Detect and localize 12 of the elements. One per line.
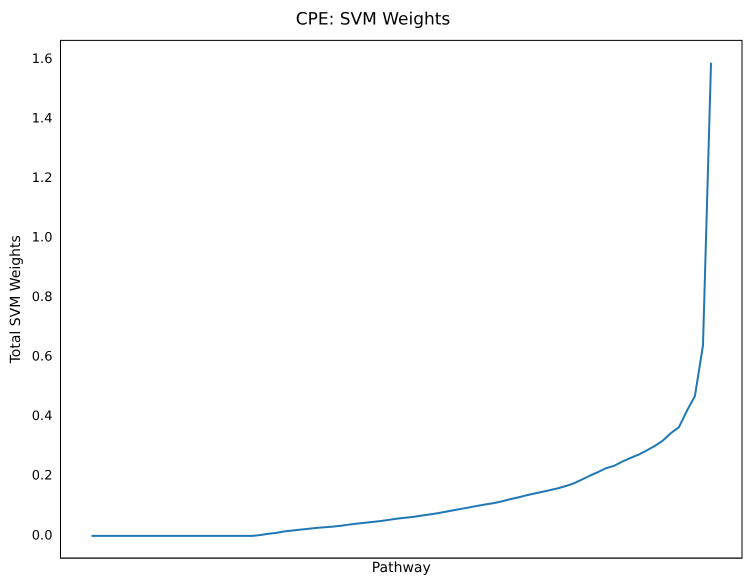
y-tick-label: 0.2 bbox=[32, 468, 52, 484]
y-tick-label: 0.8 bbox=[32, 290, 52, 306]
y-tick-label: 1.4 bbox=[32, 112, 52, 127]
y-tick-label: 0.0 bbox=[32, 528, 52, 544]
x-axis-title: Pathway bbox=[372, 560, 431, 576]
y-tick-label: 1.2 bbox=[32, 171, 52, 186]
y-tick-label: 0.6 bbox=[32, 350, 52, 365]
y-tick-label: 1.6 bbox=[32, 52, 52, 68]
chart-title: CPE: SVM Weights bbox=[296, 10, 450, 30]
y-tick-label: 1.0 bbox=[32, 230, 52, 246]
y-tick-label: 0.4 bbox=[32, 409, 52, 424]
y-axis-title: Total SVM Weights bbox=[8, 235, 24, 364]
